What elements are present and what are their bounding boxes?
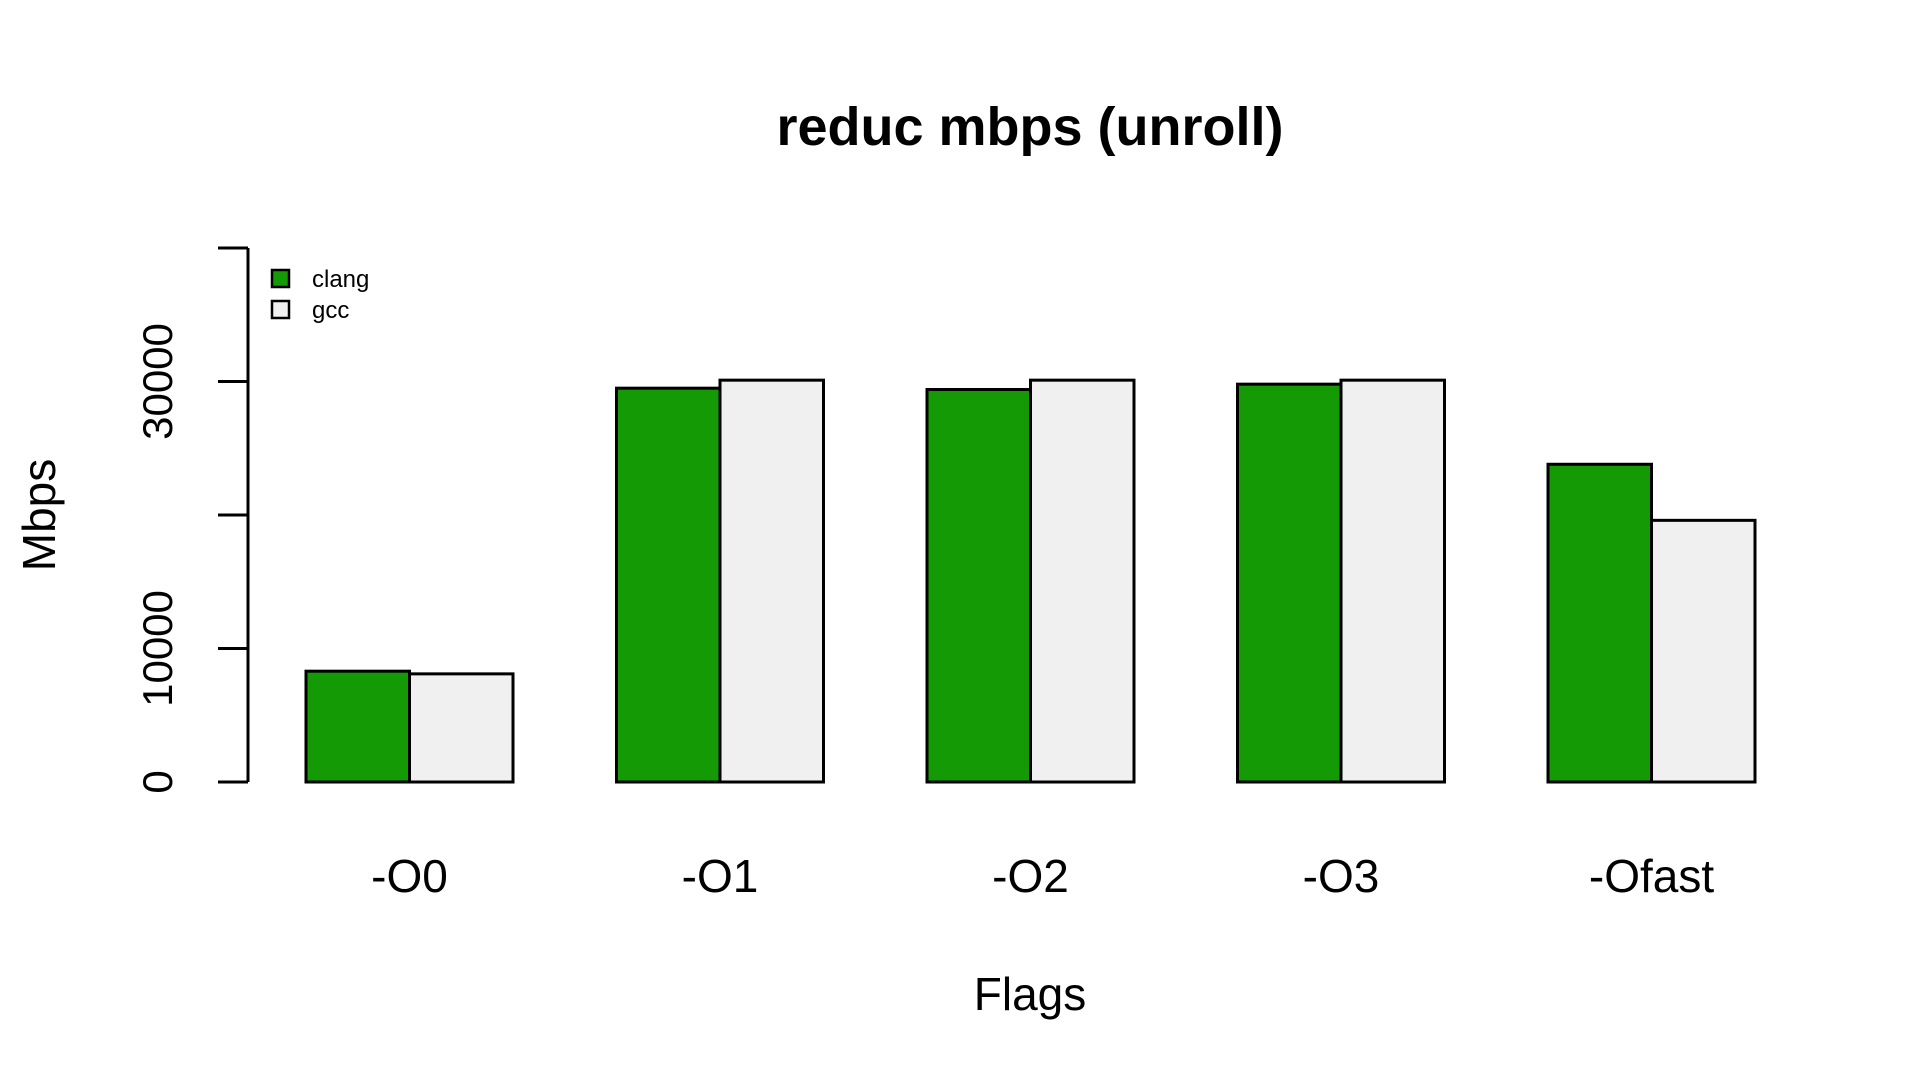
bar-gcc-O3 (1339, 378, 1446, 784)
y-tick-label: 30000 (134, 323, 181, 440)
bar-clang-O3 (1236, 382, 1343, 784)
y-tick-label: 10000 (134, 590, 181, 707)
y-tick-label: 0 (134, 770, 181, 793)
bar-gcc-O0 (408, 672, 515, 784)
bars-group (304, 378, 1757, 784)
category-labels: -O0 -O1 -O2 -O3 -Ofast (371, 850, 1714, 902)
bar-clang-O0 (304, 669, 411, 784)
x-tick-label: -Ofast (1589, 850, 1714, 902)
y-axis: 0 10000 30000 (134, 246, 250, 794)
legend-swatch-gcc (270, 299, 291, 320)
bar-clang-O1 (615, 386, 722, 784)
bar-clang-O2 (925, 388, 1032, 784)
x-tick-label: -O0 (371, 850, 448, 902)
bar-gcc-Ofast (1650, 518, 1757, 784)
x-tick-label: -O3 (1303, 850, 1380, 902)
legend-label-gcc: gcc (312, 297, 349, 324)
legend-label-clang: clang (312, 266, 369, 293)
x-tick-label: -O1 (682, 850, 759, 902)
legend: clang gcc (270, 266, 369, 324)
legend-swatch-clang (270, 268, 291, 289)
bar-clang-Ofast (1546, 462, 1653, 784)
x-tick-label: -O2 (992, 850, 1069, 902)
y-axis-label: Mbps (13, 459, 65, 571)
x-axis-label: Flags (974, 968, 1086, 1020)
chart-title: reduc mbps (unroll) (776, 97, 1283, 157)
bar-gcc-O2 (1029, 378, 1136, 784)
bar-gcc-O1 (718, 378, 825, 784)
